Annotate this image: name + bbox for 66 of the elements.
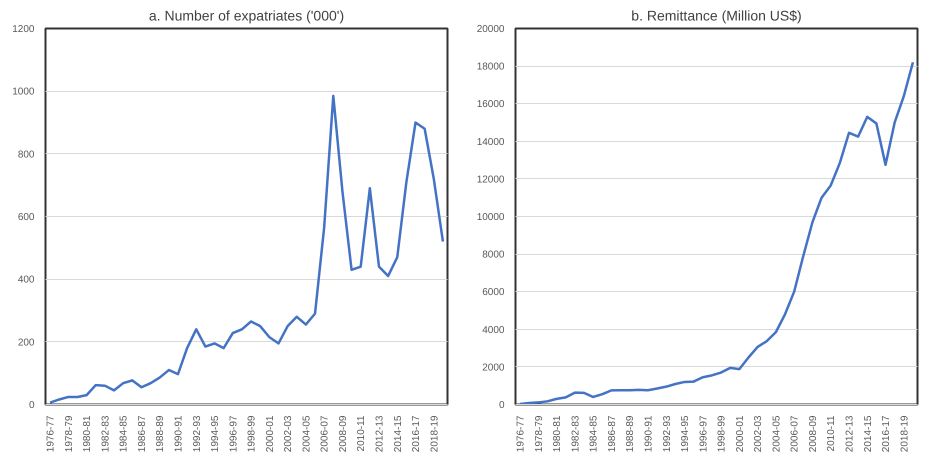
x-tick-label: 2000-01 (734, 415, 746, 452)
x-tick-label: 1996-97 (698, 415, 710, 452)
x-tick-label: 1986-87 (606, 415, 618, 452)
y-tick-label: 600 (18, 212, 35, 223)
x-tick-label: 1984-85 (588, 415, 600, 452)
x-tick-label: 1990-91 (173, 415, 184, 452)
x-tick-label: 2004-05 (771, 415, 782, 452)
y-tick-label: 16000 (476, 99, 505, 110)
x-tick-label: 2006-07 (790, 415, 801, 452)
chart-title: b. Remittance (Million US$) (631, 8, 802, 24)
x-tick-label: 2018-19 (899, 415, 910, 452)
x-tick-label: 2002-03 (753, 415, 764, 452)
x-tick-label: 2006-07 (320, 415, 331, 452)
x-tick-label: 1980-81 (552, 415, 564, 452)
y-tick-label: 0 (28, 400, 35, 411)
y-tick-label: 400 (18, 274, 35, 286)
x-tick-label: 2008-09 (338, 415, 349, 452)
x-tick-label: 2010-11 (356, 415, 368, 452)
y-tick-label: 200 (18, 337, 35, 348)
x-tick-label: 1978-79 (64, 415, 75, 452)
x-tick-label: 1988-89 (625, 415, 636, 452)
x-tick-label: 1976-77 (516, 415, 527, 452)
y-tick-label: 6000 (482, 287, 505, 298)
y-tick-label: 2000 (482, 362, 505, 374)
x-tick-label: 1990-91 (643, 415, 654, 452)
y-tick-label: 0 (498, 400, 505, 411)
x-tick-label: 2016-17 (411, 415, 422, 452)
x-tick-label: 2010-11 (826, 415, 838, 452)
x-tick-label: 1992-93 (662, 415, 673, 452)
x-tick-label: 2000-01 (264, 415, 276, 452)
y-tick-label: 1000 (12, 86, 35, 98)
y-tick-label: 10000 (476, 212, 505, 223)
x-tick-label: 2016-17 (881, 415, 892, 452)
x-tick-label: 1984-85 (118, 415, 130, 452)
x-tick-label: 2014-15 (392, 415, 404, 452)
x-tick-label: 2004-05 (301, 415, 312, 452)
y-tick-label: 4000 (482, 324, 505, 336)
x-tick-label: 1980-81 (82, 415, 94, 452)
x-tick-label: 1976-77 (46, 415, 57, 452)
x-tick-label: 1992-93 (192, 415, 203, 452)
x-tick-label: 1996-97 (228, 415, 240, 452)
y-tick-label: 18000 (476, 62, 505, 73)
x-tick-label: 1982-83 (570, 415, 582, 452)
chart-title: a. Number of expatriates ('000') (148, 8, 344, 24)
x-tick-label: 2008-09 (808, 415, 819, 452)
x-tick-label: 1994-95 (680, 415, 692, 452)
y-tick-label: 8000 (482, 250, 505, 261)
x-tick-label: 1994-95 (210, 415, 222, 452)
line-series (48, 94, 444, 404)
line-series (518, 61, 914, 404)
x-tick-label: 2012-13 (374, 415, 386, 452)
x-tick-label: 1978-79 (534, 415, 545, 452)
y-tick-label: 14000 (476, 136, 505, 148)
x-tick-label: 1982-83 (100, 415, 112, 452)
y-tick-label: 1200 (12, 24, 35, 35)
x-tick-label: 1986-87 (136, 415, 148, 452)
x-tick-label: 1988-89 (155, 415, 166, 452)
x-tick-label: 2018-19 (429, 415, 440, 452)
y-tick-label: 800 (18, 149, 35, 160)
x-tick-label: 1998-99 (716, 415, 728, 452)
x-tick-label: 2014-15 (862, 415, 874, 452)
y-tick-label: 20000 (476, 24, 505, 35)
x-tick-label: 2012-13 (844, 415, 856, 452)
x-tick-label: 2002-03 (283, 415, 294, 452)
x-tick-label: 1998-99 (246, 415, 258, 452)
y-tick-label: 12000 (476, 174, 505, 186)
